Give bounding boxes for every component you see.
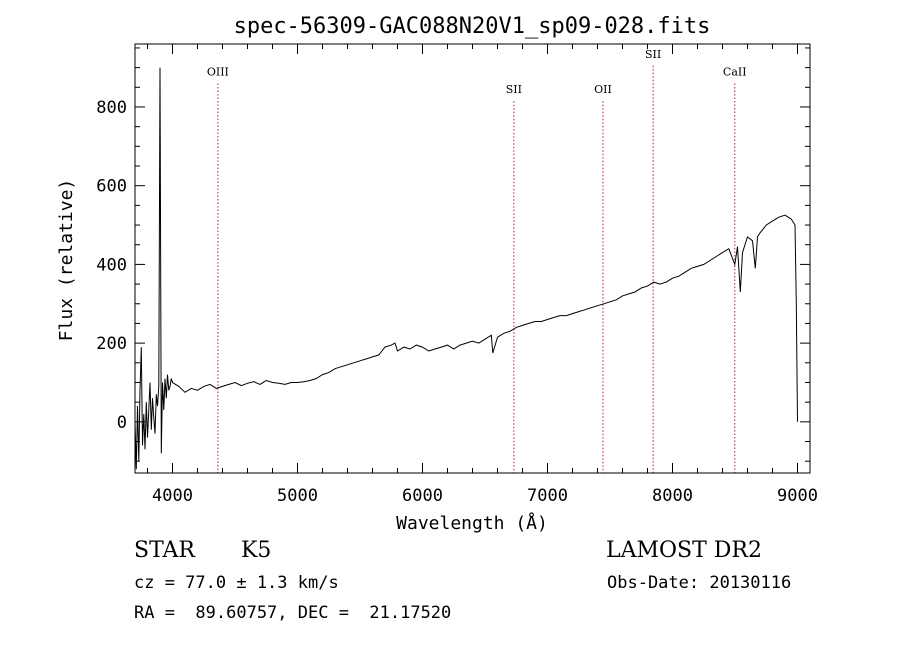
marker-label-oiii-0: OIII (207, 65, 229, 78)
y-axis: 0 200 400 600 800 (96, 47, 810, 462)
observation-date: Obs-Date: 20130116 (607, 573, 792, 593)
emission-line-markers: OIII SII OII SII CaII (207, 48, 747, 473)
x-tick-label: 8000 (652, 486, 693, 506)
x-tick-label: 9000 (777, 486, 818, 506)
object-subclass: K5 (241, 538, 272, 563)
y-axis-label: Flux (relative) (56, 179, 77, 342)
marker-label-caii-4: CaII (723, 65, 747, 78)
marker-label-oii-2: OII (594, 83, 612, 96)
x-axis: 4000 5000 6000 7000 8000 9000 (147, 44, 818, 506)
plot-frame (134, 43, 811, 474)
y-tick-label: 600 (96, 177, 127, 197)
y-tick-label: 400 (96, 255, 127, 275)
marker-label-sii-1: SII (506, 83, 522, 96)
coordinates: RA = 89.60757, DEC = 21.17520 (134, 603, 452, 623)
x-tick-label: 7000 (527, 486, 568, 506)
y-tick-label: 800 (96, 98, 127, 118)
x-tick-label: 5000 (277, 486, 318, 506)
spectrum-series (134, 67, 798, 470)
survey-name: LAMOST DR2 (606, 538, 762, 563)
y-tick-label: 200 (96, 334, 127, 354)
object-class: STAR (134, 538, 195, 563)
redshift-cz: cz = 77.0 ± 1.3 km/s (134, 573, 339, 593)
x-tick-label: 4000 (152, 486, 193, 506)
y-tick-label: 0 (117, 413, 127, 433)
spectrum-line-0 (134, 67, 798, 470)
x-tick-label: 6000 (402, 486, 443, 506)
marker-label-sii-3: SII (645, 48, 661, 61)
x-axis-label: Wavelength (Å) (396, 512, 548, 534)
chart-title: spec-56309-GAC088N20V1_sp09-028.fits (234, 14, 711, 39)
